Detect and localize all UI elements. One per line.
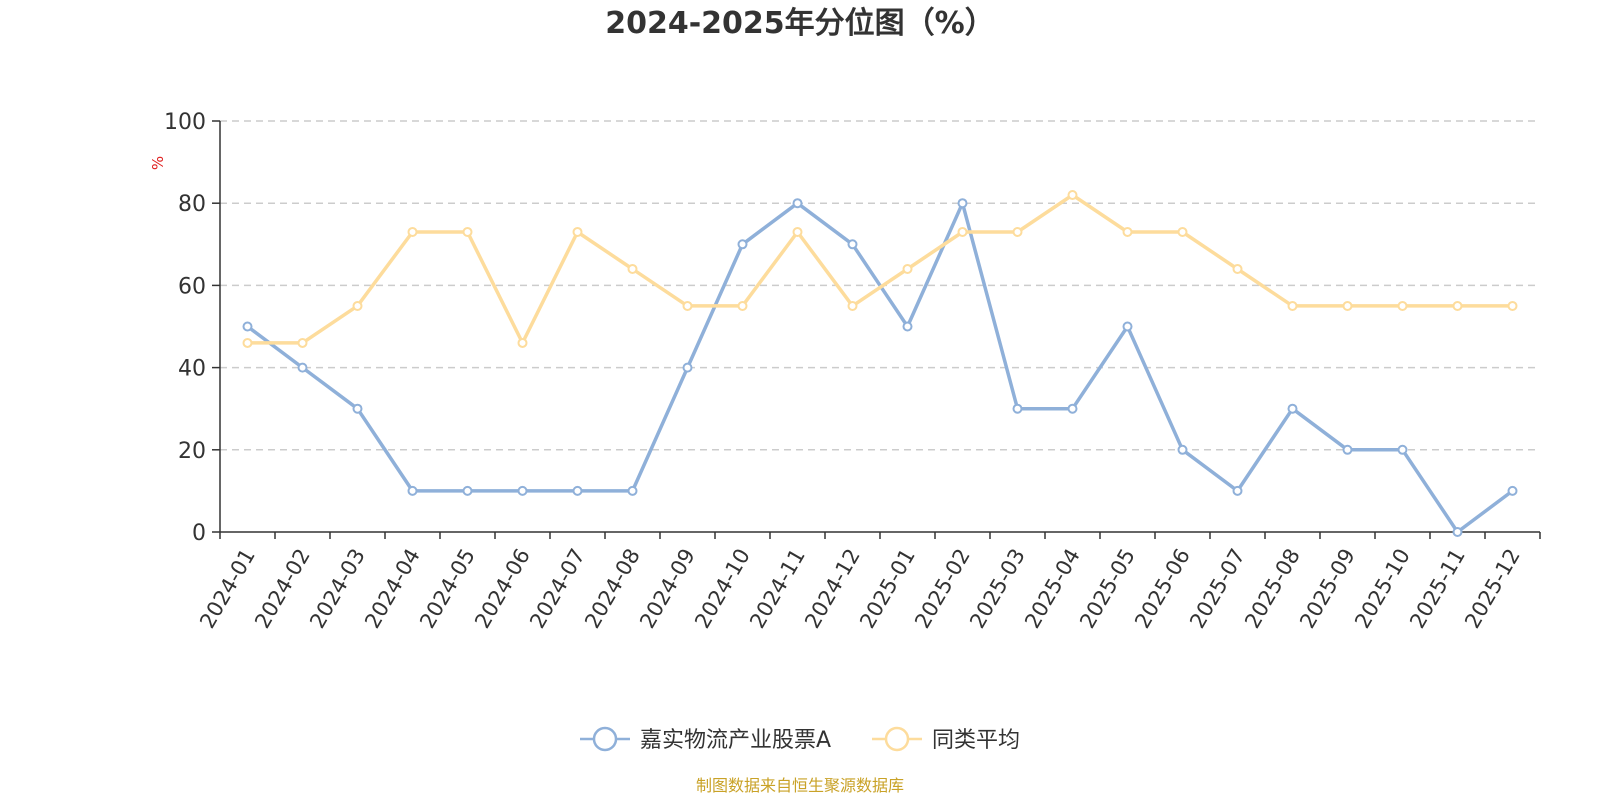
data-point-1-2025-11 [1452, 527, 1463, 537]
data-point-2-2024-06 [517, 337, 528, 348]
data-point-1-2024-09 [682, 362, 693, 373]
data-point-1-2025-06 [1177, 444, 1188, 455]
data-point-1-2024-07 [572, 485, 583, 496]
series-line-2 [245, 193, 1515, 345]
data-point-1-2024-01 [242, 321, 253, 332]
data-point-2-2025-04 [1067, 189, 1078, 200]
data-point-1-2025-02 [957, 198, 968, 209]
data-point-2-2024-05 [462, 226, 473, 237]
legend-label-2: 同类平均 [932, 728, 1020, 753]
source-note: 制图数据来自恒生聚源数据库 [696, 776, 904, 795]
data-point-1-2024-04 [407, 485, 418, 496]
legend: 嘉实物流产业股票A 同类平均 [580, 726, 1020, 753]
data-point-1-2025-08 [1287, 403, 1298, 414]
y-tick-label-60: 60 [178, 274, 206, 299]
data-point-2-2025-10 [1397, 300, 1408, 311]
data-point-1-2025-04 [1067, 403, 1078, 414]
data-point-2-2025-01 [902, 263, 913, 274]
legend-item-2: 同类平均 [872, 726, 1020, 753]
y-tick-label-0: 0 [192, 521, 206, 546]
data-point-2-2024-04 [407, 226, 418, 237]
legend-item-1: 嘉实物流产业股票A [580, 726, 831, 753]
data-point-1-2024-02 [297, 362, 308, 373]
data-point-2-2024-11 [792, 226, 803, 237]
data-point-2-2025-05 [1122, 226, 1133, 237]
data-point-1-2024-03 [352, 403, 363, 414]
data-point-2-2024-02 [297, 337, 308, 348]
y-tick-label-100: 100 [164, 110, 206, 135]
data-point-1-2025-05 [1122, 321, 1133, 332]
y-axis-ticks: 0 20 40 60 80 100 [164, 110, 220, 546]
x-axis-ticks: 2024-012024-022024-032024-042024-052024-… [195, 532, 1541, 633]
data-point-2-2025-06 [1177, 226, 1188, 237]
data-point-1-2024-12 [847, 239, 858, 250]
y-tick-label-20: 20 [178, 439, 206, 464]
series-group [242, 189, 1518, 537]
y-tick-label-80: 80 [178, 192, 206, 217]
y-axis-unit: % [149, 156, 167, 170]
data-point-1-2025-12 [1507, 485, 1518, 496]
data-point-1-2024-08 [627, 485, 638, 496]
legend-marker-1 [592, 726, 618, 752]
data-point-2-2025-12 [1507, 300, 1518, 311]
data-point-2-2025-07 [1232, 263, 1243, 274]
data-point-1-2025-07 [1232, 485, 1243, 496]
data-point-2-2025-08 [1287, 300, 1298, 311]
data-point-2-2025-02 [957, 226, 968, 237]
data-point-2-2024-12 [847, 300, 858, 311]
data-point-2-2024-03 [352, 300, 363, 311]
data-point-2-2025-03 [1012, 226, 1023, 237]
legend-marker-2 [884, 726, 910, 752]
data-point-1-2024-06 [517, 485, 528, 496]
data-point-2-2024-07 [572, 226, 583, 237]
data-point-1-2025-10 [1397, 444, 1408, 455]
data-point-1-2024-11 [792, 198, 803, 209]
legend-label-1: 嘉实物流产业股票A [640, 728, 831, 753]
series-2 [242, 189, 1518, 348]
data-point-2-2024-10 [737, 300, 748, 311]
data-point-2-2025-09 [1342, 300, 1353, 311]
data-point-1-2024-05 [462, 485, 473, 496]
data-point-2-2025-11 [1452, 300, 1463, 311]
data-point-1-2024-10 [737, 239, 748, 250]
data-point-2-2024-09 [682, 300, 693, 311]
data-point-1-2025-09 [1342, 444, 1353, 455]
data-point-2-2024-08 [627, 263, 638, 274]
data-point-2-2024-01 [242, 337, 253, 348]
chart-title: 2024-2025年分位图（%） [605, 6, 995, 41]
data-point-1-2025-03 [1012, 403, 1023, 414]
data-point-1-2025-01 [902, 321, 913, 332]
axes [219, 121, 1540, 533]
y-tick-label-40: 40 [178, 357, 206, 382]
x-tick-label-2025-12: 2025-12 [1460, 545, 1525, 633]
